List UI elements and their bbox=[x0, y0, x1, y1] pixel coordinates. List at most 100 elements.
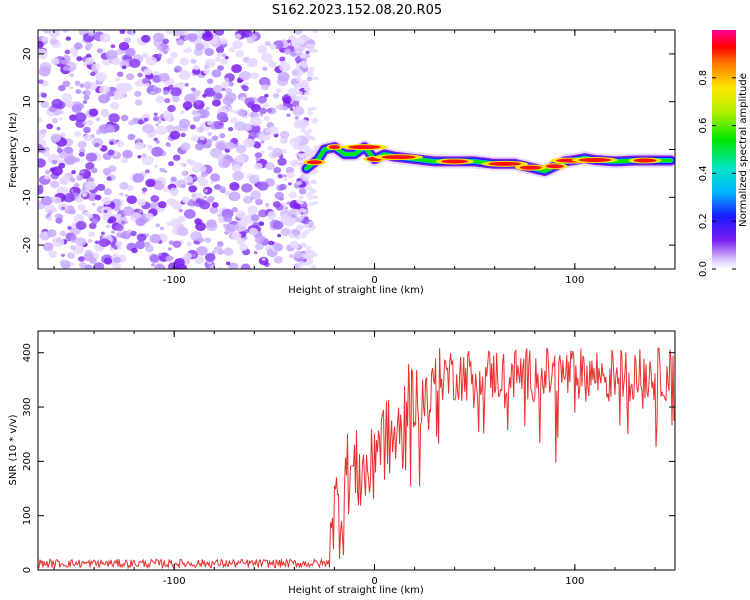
noise-speckle bbox=[176, 179, 187, 188]
noise-speckle bbox=[237, 78, 243, 84]
noise-speckle bbox=[254, 152, 263, 159]
noise-speckle bbox=[190, 58, 197, 64]
noise-haze bbox=[312, 195, 319, 200]
noise-speckle bbox=[78, 151, 85, 157]
noise-speckle bbox=[191, 87, 196, 92]
noise-speckle bbox=[214, 30, 225, 36]
noise-speckle bbox=[85, 42, 93, 48]
noise-haze bbox=[297, 91, 303, 95]
noise-speckle bbox=[119, 60, 129, 69]
noise-speckle bbox=[194, 255, 205, 265]
signal-peak bbox=[578, 158, 612, 163]
noise-speckle bbox=[87, 239, 93, 243]
noise-speckle bbox=[223, 215, 233, 223]
noise-haze bbox=[312, 30, 319, 34]
noise-speckle bbox=[74, 112, 87, 123]
noise-haze bbox=[311, 180, 318, 185]
noise-speckle bbox=[137, 72, 143, 78]
noise-speckle bbox=[109, 141, 114, 145]
noise-speckle bbox=[176, 226, 188, 237]
noise-speckle bbox=[136, 233, 147, 242]
noise-speckle bbox=[216, 52, 223, 58]
colorbar: 0.0 0.2 0.4 0.6 0.8 Normalized spectral ampl… bbox=[698, 30, 749, 277]
noise-speckle bbox=[137, 155, 142, 159]
noise-speckle bbox=[188, 185, 198, 193]
noise-speckle bbox=[294, 116, 299, 120]
noise-speckle bbox=[183, 252, 192, 260]
noise-speckle bbox=[258, 77, 271, 87]
noise-speckle bbox=[134, 81, 141, 87]
noise-speckle bbox=[200, 171, 208, 178]
noise-speckle bbox=[198, 108, 210, 119]
noise-speckle bbox=[143, 68, 152, 76]
noise-haze bbox=[309, 188, 316, 193]
noise-speckle bbox=[106, 224, 111, 228]
noise-speckle bbox=[115, 240, 123, 247]
noise-speckle bbox=[176, 38, 185, 46]
noise-speckle bbox=[151, 263, 155, 267]
noise-speckle bbox=[50, 57, 60, 65]
noise-speckle bbox=[161, 180, 167, 185]
spectrogram-xtick-label: -100 bbox=[163, 275, 186, 286]
noise-speckle bbox=[254, 116, 260, 121]
noise-speckle bbox=[163, 187, 169, 193]
noise-haze bbox=[298, 61, 305, 66]
snr-panel: -100 0 100 0 100 200 300 400 Height of straight… bbox=[8, 330, 676, 596]
noise-haze bbox=[302, 209, 309, 213]
noise-speckle bbox=[254, 243, 264, 251]
noise-speckle bbox=[42, 242, 54, 252]
noise-speckle bbox=[150, 91, 156, 96]
noise-speckle bbox=[218, 158, 230, 169]
noise-speckle bbox=[232, 163, 242, 172]
noise-speckle bbox=[167, 104, 176, 113]
noise-speckle bbox=[86, 119, 94, 126]
noise-speckle bbox=[195, 100, 202, 106]
noise-speckle bbox=[123, 37, 132, 44]
noise-speckle bbox=[257, 45, 268, 54]
noise-speckle bbox=[52, 207, 58, 213]
noise-speckle bbox=[258, 221, 265, 227]
noise-speckle bbox=[224, 223, 237, 234]
noise-speckle bbox=[110, 44, 116, 49]
noise-speckle bbox=[193, 64, 200, 71]
noise-haze bbox=[294, 244, 300, 249]
noise-speckle bbox=[166, 221, 172, 226]
noise-haze bbox=[307, 107, 314, 112]
noise-haze bbox=[312, 200, 319, 205]
noise-speckle bbox=[225, 261, 231, 266]
noise-speckle bbox=[229, 47, 236, 53]
noise-speckle bbox=[222, 96, 234, 106]
noise-haze bbox=[299, 260, 306, 265]
noise-speckle bbox=[58, 162, 66, 169]
noise-speckle bbox=[235, 144, 247, 154]
spectrogram-xtick-label: 0 bbox=[371, 275, 377, 286]
noise-speckle bbox=[288, 254, 295, 259]
colorbar-label: Normalized spectral amplitude bbox=[738, 73, 749, 227]
noise-speckle bbox=[170, 176, 177, 182]
noise-speckle bbox=[275, 152, 282, 157]
noise-speckle bbox=[77, 204, 86, 211]
noise-speckle bbox=[286, 171, 295, 179]
noise-speckle bbox=[82, 193, 87, 197]
noise-speckle bbox=[38, 66, 51, 77]
spectrogram-ylabel: Frequency (Hz) bbox=[8, 112, 19, 188]
noise-speckle bbox=[283, 174, 287, 178]
noise-speckle bbox=[187, 33, 198, 42]
noise-speckle bbox=[292, 106, 305, 116]
noise-speckle bbox=[159, 226, 165, 231]
noise-speckle bbox=[239, 70, 251, 81]
signal-peak bbox=[519, 165, 542, 170]
noise-speckle bbox=[259, 113, 264, 117]
noise-speckle bbox=[232, 170, 244, 181]
noise-haze bbox=[310, 264, 317, 269]
noise-speckle bbox=[64, 146, 74, 154]
noise-speckle bbox=[163, 114, 172, 122]
noise-speckle bbox=[188, 159, 196, 166]
snr-xlabel: Height of straight line (km) bbox=[288, 585, 424, 596]
noise-speckle bbox=[125, 47, 136, 57]
colorbar-tick-label: 0.8 bbox=[698, 70, 709, 86]
noise-speckle bbox=[265, 204, 270, 209]
noise-speckle bbox=[296, 178, 301, 182]
spectrogram-xtick-label: 100 bbox=[565, 275, 584, 286]
noise-speckle bbox=[227, 106, 233, 111]
